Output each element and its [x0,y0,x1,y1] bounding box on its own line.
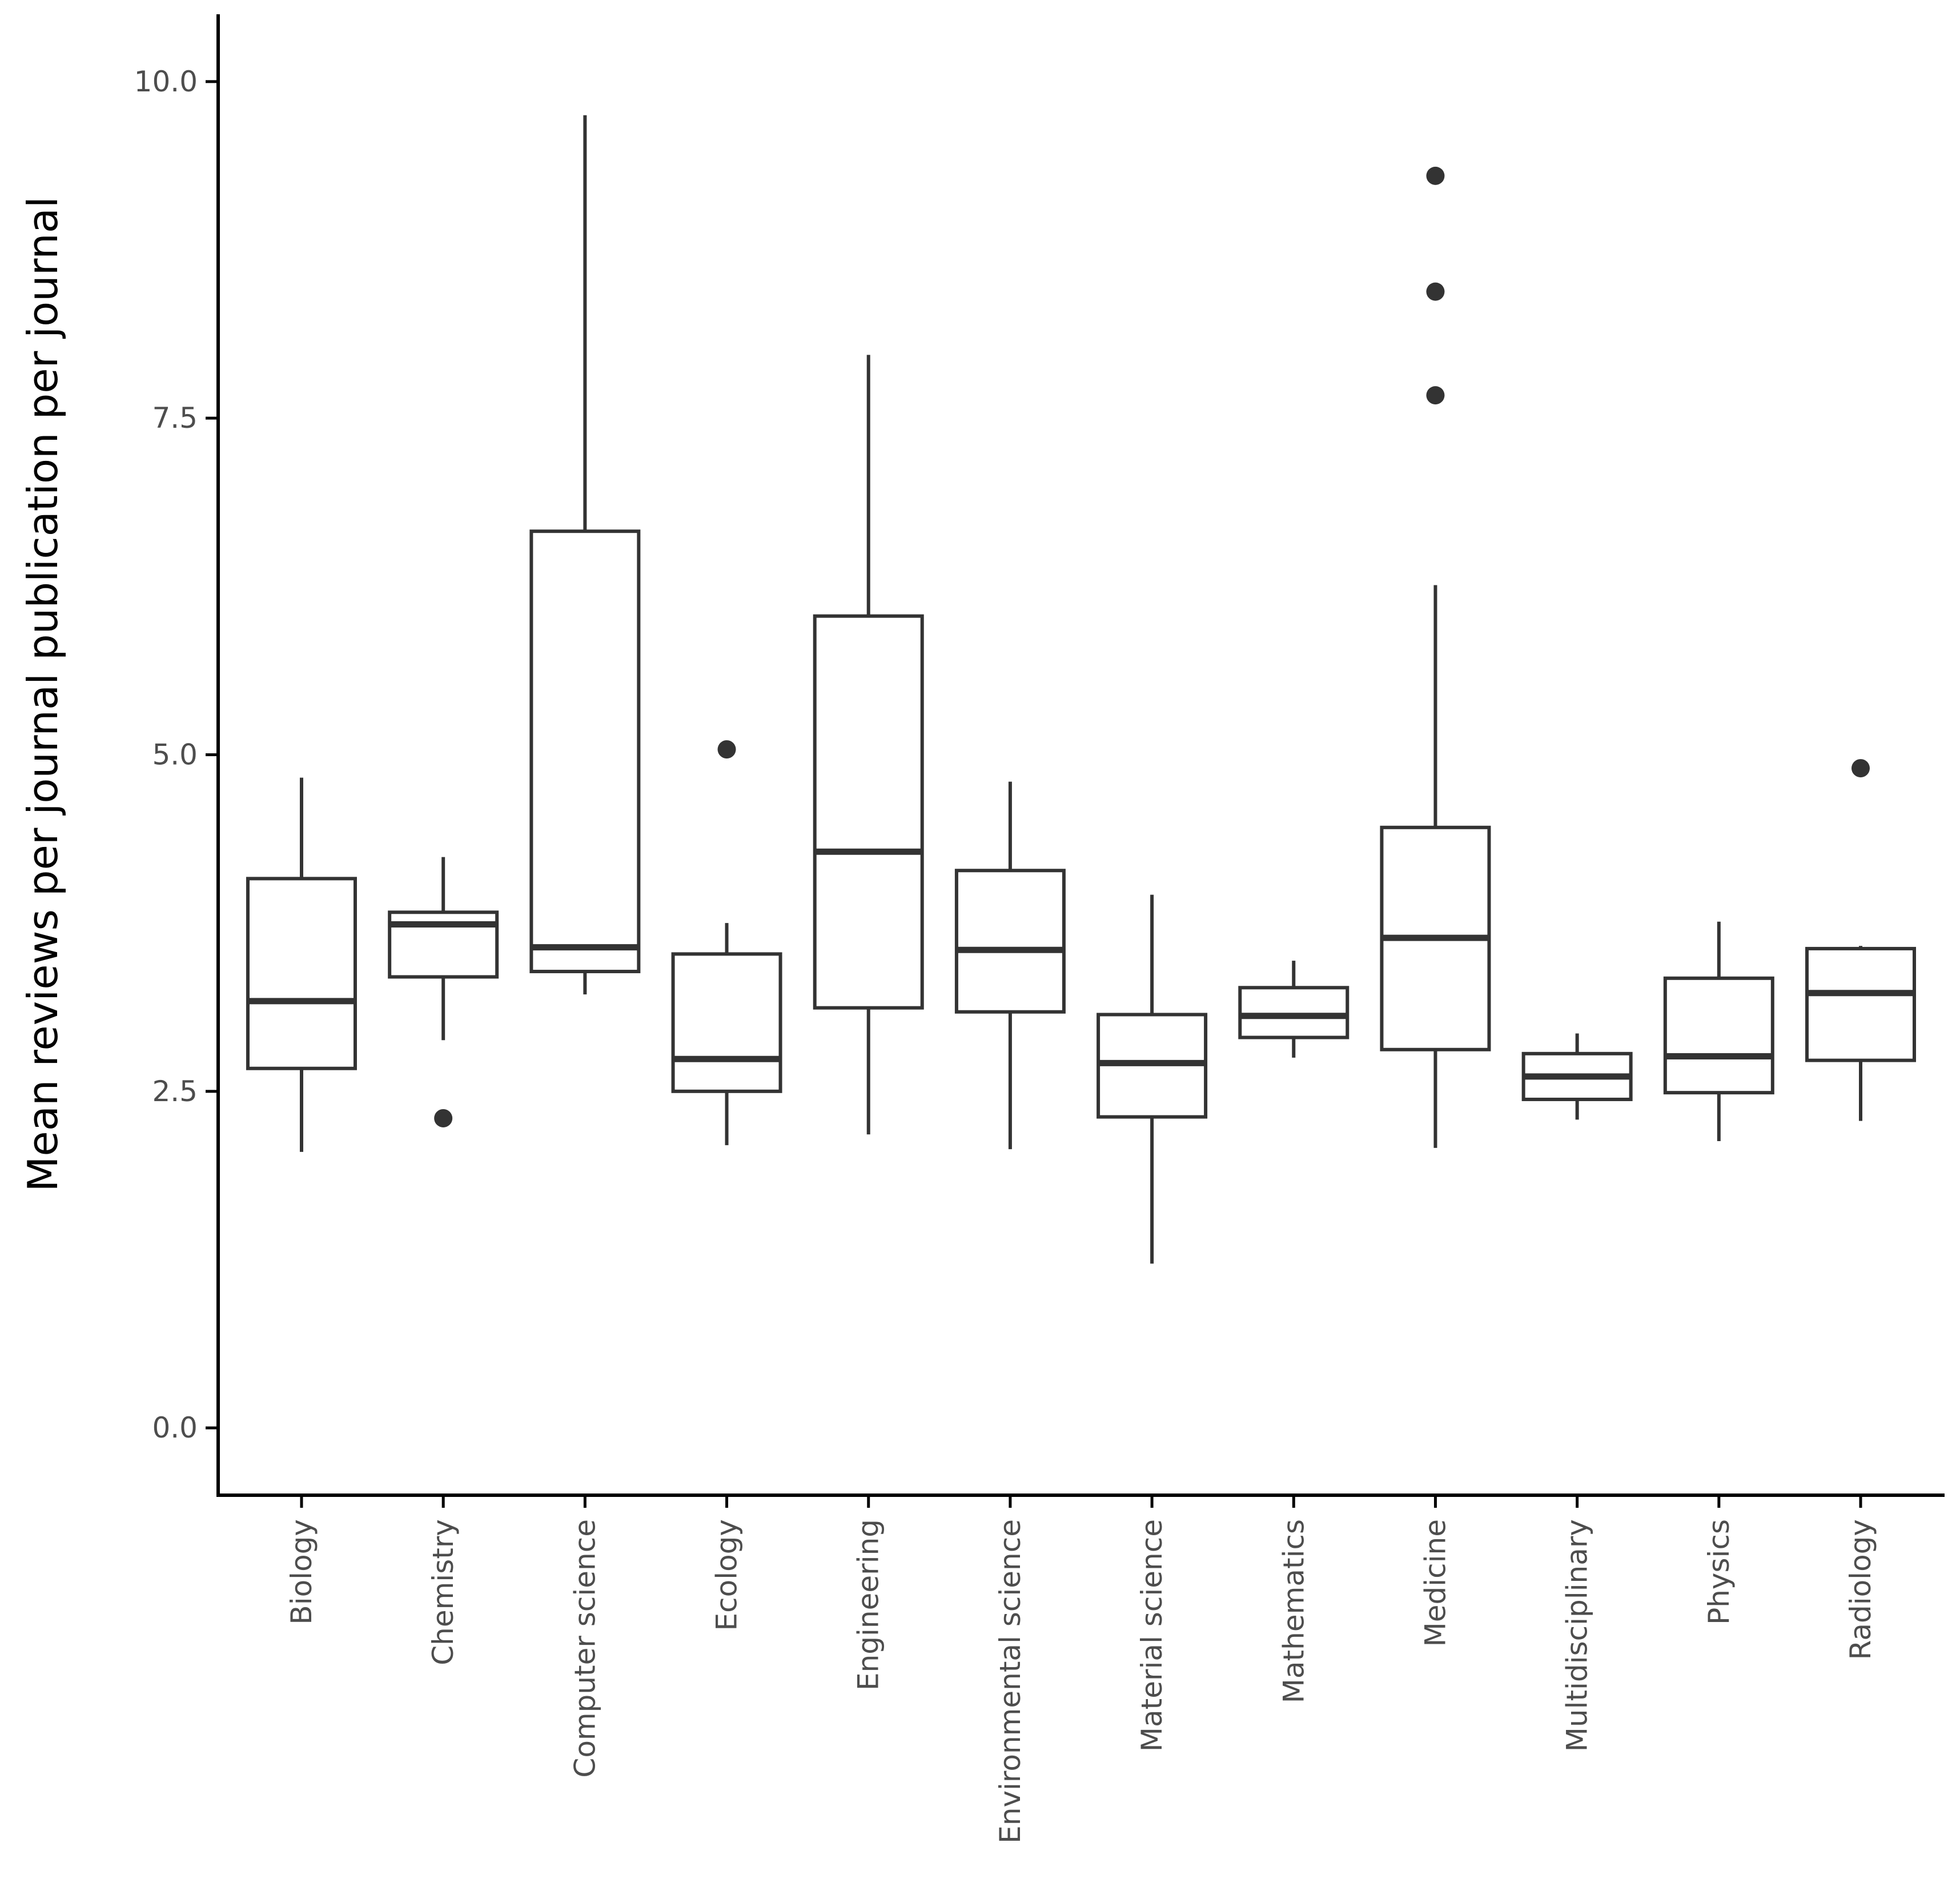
x-category-label: Environmental science [994,1519,1027,1844]
box-chemistry [388,857,499,1127]
y-tick-label: 2.5 [152,1075,198,1108]
box-environmental-science [954,781,1066,1150]
outlier-point [1426,386,1445,405]
y-tick-label: 7.5 [152,402,198,435]
y-axis-title: Mean reviews per journal publication per… [19,196,67,1192]
box-medicine [1380,166,1491,1148]
outlier-point [1426,166,1445,185]
box-biology [246,777,357,1152]
y-tick-label: 0.0 [152,1411,198,1444]
y-tick-label: 10.0 [134,65,198,98]
x-category-label: Medicine [1419,1519,1452,1647]
box-series [246,115,1916,1264]
y-tick-label: 5.0 [152,738,198,772]
x-category-label: Computer science [568,1519,601,1778]
box-engineering [813,355,924,1135]
x-category-label: Mathematics [1277,1519,1310,1703]
box-material-science [1097,894,1208,1264]
box-multidisciplinary [1521,1033,1633,1120]
iqr-box [1805,946,1916,1062]
x-category-label: Ecology [710,1519,744,1631]
iqr-box [671,952,782,1093]
iqr-box [529,529,641,974]
iqr-box [1238,986,1349,1039]
x-category-label: Chemistry [427,1519,460,1665]
iqr-box [954,869,1066,1014]
iqr-box [813,614,924,1010]
x-category-label: Physics [1702,1519,1736,1625]
box-physics [1663,921,1774,1142]
x-category-label: Radiology [1844,1519,1877,1660]
x-axis-ticks: Biology Chemistry Computer science Ecology E… [285,1495,1877,1844]
outlier-point [434,1109,453,1127]
outlier-point [1851,759,1870,778]
x-category-label: Engineering [852,1519,885,1691]
x-category-label: Biology [285,1519,318,1625]
outlier-point [717,740,736,759]
y-axis-ticks: 0.0 2.5 5.0 7.5 10.0 [134,65,218,1444]
iqr-box [246,877,357,1070]
iqr-box [1663,976,1774,1095]
box-radiology [1805,759,1916,1121]
box-ecology [671,740,782,1146]
box-computer-science [529,115,641,995]
x-category-label: Material science [1135,1519,1168,1752]
outlier-point [1426,282,1445,301]
x-category-label: Multidisciplinary [1561,1519,1594,1752]
box-mathematics [1238,961,1349,1058]
